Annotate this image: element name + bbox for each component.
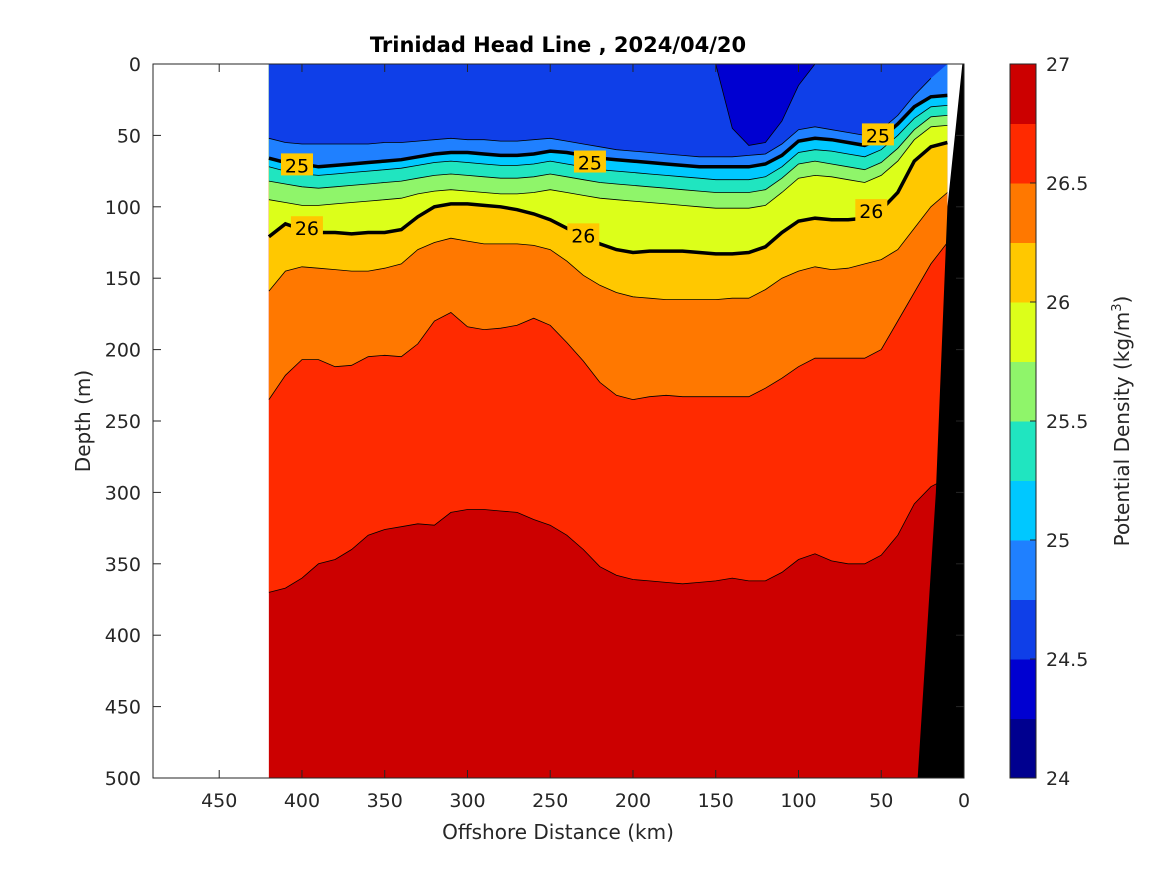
contour-label-group: 25 bbox=[861, 123, 894, 147]
colorbar-swatch bbox=[1010, 659, 1036, 719]
contour-label-bg bbox=[290, 216, 323, 239]
contour-label-group: 26 bbox=[290, 216, 323, 240]
colorbar-swatch bbox=[1010, 480, 1036, 541]
x-tick-label: 50 bbox=[869, 790, 893, 812]
isopycnal-line bbox=[268, 477, 948, 593]
contour-labels: 25 25 25 26 26 26 bbox=[280, 123, 894, 247]
x-tick-label: 350 bbox=[367, 790, 403, 812]
colorbar-tick-label: 24.5 bbox=[1046, 649, 1088, 671]
y-tick-label: 450 bbox=[105, 697, 141, 719]
fill-band-1 bbox=[268, 64, 948, 146]
y-tick-label: 100 bbox=[105, 197, 141, 219]
x-tick-label: 250 bbox=[532, 790, 568, 812]
colorbar-tick-label: 25.5 bbox=[1046, 411, 1088, 433]
y-tick-label: 50 bbox=[117, 125, 141, 147]
contour-label: 26 bbox=[859, 201, 883, 223]
chart-title: Trinidad Head Line , 2024/04/20 bbox=[370, 33, 746, 57]
isopycnal-line bbox=[267, 140, 948, 256]
colorbar-label: Potential Density (kg/m3) bbox=[1110, 296, 1134, 547]
isopycnal-line bbox=[268, 93, 948, 169]
contour-label-group: 25 bbox=[280, 153, 313, 177]
colorbar-tick-label: 25 bbox=[1046, 530, 1070, 552]
x-axis-label: Offshore Distance (km) bbox=[442, 820, 674, 844]
colorbar-swatch bbox=[1010, 302, 1036, 362]
contour-label-bg bbox=[280, 153, 313, 176]
contour-lines bbox=[267, 63, 948, 593]
isopycnal-line bbox=[268, 242, 948, 401]
isopycnal-line bbox=[268, 105, 948, 181]
contour-label: 25 bbox=[578, 153, 602, 175]
y-tick-label: 200 bbox=[105, 340, 141, 362]
colorbar-label-main: Potential Density (kg/m bbox=[1110, 312, 1134, 547]
colorbar-swatch bbox=[1010, 123, 1036, 184]
contour-label-bg bbox=[567, 223, 600, 246]
y-tick-label: 500 bbox=[105, 768, 141, 790]
contour-label-group: 26 bbox=[855, 199, 888, 223]
colorbar-tick-label: 26.5 bbox=[1046, 173, 1088, 195]
x-tick-label: 150 bbox=[698, 790, 734, 812]
isopycnal-line bbox=[268, 125, 948, 209]
isopycnal-line bbox=[268, 192, 948, 301]
colorbar-tick-label: 27 bbox=[1046, 54, 1070, 76]
contour-label: 26 bbox=[295, 218, 319, 240]
colorbar-label-tail: ) bbox=[1110, 296, 1134, 304]
contour-label-group: 26 bbox=[567, 223, 600, 247]
seafloor-gap bbox=[947, 64, 963, 207]
colorbar-swatch bbox=[1010, 361, 1036, 422]
seafloor-region bbox=[917, 64, 964, 778]
y-axis-ticks: 0 50 100 150 200 250 300 350 400 450 500 bbox=[105, 54, 964, 790]
x-tick-label: 0 bbox=[958, 790, 970, 812]
contour-label-group: 25 bbox=[573, 150, 606, 175]
x-tick-label: 450 bbox=[201, 790, 237, 812]
colorbar-tick-label: 24 bbox=[1046, 768, 1070, 790]
seafloor-wedge bbox=[917, 64, 964, 778]
contour-label: 25 bbox=[285, 155, 309, 177]
colorbar-tick-label: 26 bbox=[1046, 292, 1070, 314]
colorbar-swatch bbox=[1010, 718, 1036, 779]
colorbar-swatch bbox=[1010, 242, 1036, 303]
contour-label: 26 bbox=[571, 225, 595, 247]
y-tick-label: 150 bbox=[105, 268, 141, 290]
isopycnal-line bbox=[268, 78, 932, 158]
y-tick-label: 350 bbox=[105, 554, 141, 576]
x-tick-label: 200 bbox=[615, 790, 651, 812]
x-tick-label: 300 bbox=[449, 790, 485, 812]
x-tick-label: 400 bbox=[284, 790, 320, 812]
colorbar-swatch bbox=[1010, 421, 1036, 481]
colorbar-swatch bbox=[1010, 599, 1036, 660]
contour-label: 25 bbox=[866, 125, 890, 147]
colorbar-swatch bbox=[1010, 64, 1036, 124]
contour-label-bg bbox=[573, 150, 606, 173]
isopycnal-line bbox=[268, 115, 948, 193]
y-axis-label: Depth (m) bbox=[71, 370, 95, 472]
x-axis-ticks: 450 400 350 300 250 200 150 100 50 0 bbox=[201, 64, 970, 812]
x-tick-label: 100 bbox=[780, 790, 816, 812]
colorbar-label-superscript: 3 bbox=[1110, 303, 1125, 311]
y-tick-label: 250 bbox=[105, 411, 141, 433]
colorbar-swatch bbox=[1010, 183, 1036, 243]
y-tick-label: 300 bbox=[105, 482, 141, 504]
y-tick-label: 400 bbox=[105, 625, 141, 647]
y-tick-label: 0 bbox=[129, 54, 141, 76]
colorbar-swatch bbox=[1010, 540, 1036, 600]
contour-label-bg bbox=[861, 123, 894, 146]
contour-label-bg bbox=[855, 199, 888, 222]
colorbar: 24 24.5 25 25.5 26 26.5 27 bbox=[1009, 54, 1088, 790]
